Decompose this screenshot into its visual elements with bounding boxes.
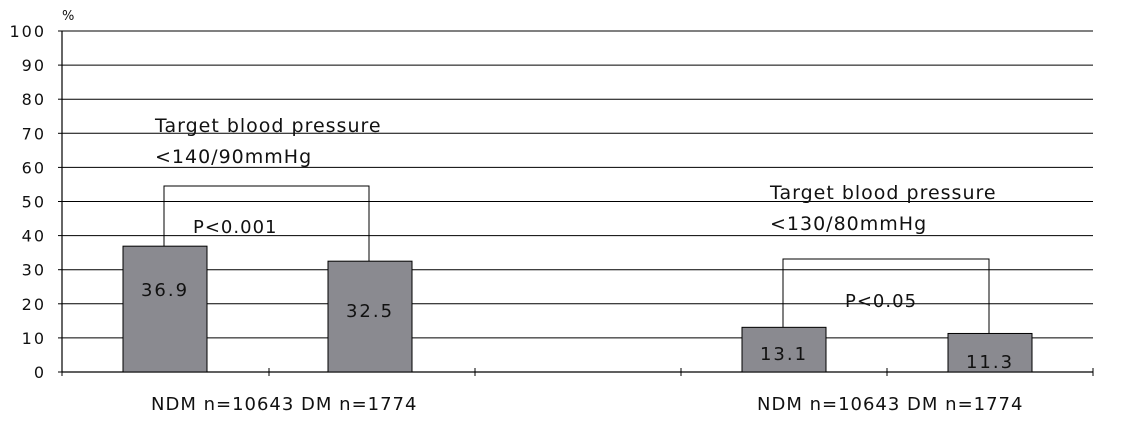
data-label: 13.1 [760, 344, 808, 365]
y-tick-label: 70 [22, 124, 46, 143]
x-group-label: NDM n=10643 DM n=1774 [757, 394, 1023, 415]
target-annotation: <140/90mmHg [155, 146, 312, 168]
p-value-label: P<0.05 [845, 291, 917, 312]
y-tick-label: 40 [22, 227, 46, 246]
y-tick-label: 30 [22, 261, 46, 280]
y-tick-label: 50 [22, 193, 46, 212]
p-value-label: P<0.001 [193, 217, 277, 238]
y-tick-label: 20 [22, 295, 46, 314]
y-tick-label: 10 [22, 329, 46, 348]
y-tick-label: 60 [22, 158, 46, 177]
y-axis-unit: % [62, 9, 74, 24]
bar-ndm [741, 326, 827, 373]
significance-bracket [163, 185, 370, 262]
significance-bracket [782, 258, 990, 334]
data-label: 32.5 [346, 301, 394, 322]
bar-dm [327, 260, 413, 373]
y-tick-label: 90 [22, 56, 46, 75]
target-annotation: <130/80mmHg [770, 213, 927, 235]
y-tick-label: 80 [22, 90, 46, 109]
data-label: 11.3 [966, 352, 1014, 373]
data-label: 36.9 [141, 280, 189, 301]
y-tick-label: 0 [34, 363, 46, 382]
bar-ndm [122, 245, 208, 373]
y-tick-label: 100 [9, 22, 46, 41]
target-annotation: Target blood pressure [769, 182, 997, 204]
x-group-label: NDM n=10643 DM n=1774 [151, 394, 417, 415]
target-annotation: Target blood pressure [154, 115, 382, 137]
bar-dm [947, 332, 1033, 373]
